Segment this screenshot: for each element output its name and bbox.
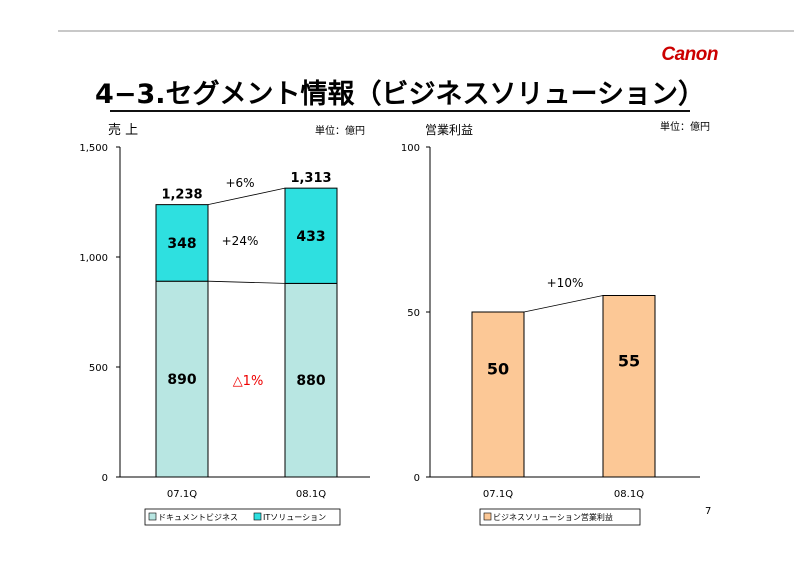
profit-chart-title: 営業利益	[425, 123, 473, 137]
sales-bar-value-label: 348	[167, 236, 196, 252]
profit-connector	[523, 295, 604, 313]
sales-y-tick-label: 500	[89, 363, 108, 374]
slide-title: 4−3.セグメント情報（ビジネスソリューション）	[95, 79, 705, 110]
sales-bar-document-08.1Q	[284, 282, 338, 478]
profit-x-tick-label: 07.1Q	[483, 489, 513, 500]
sales-bar-it-08.1Q	[284, 187, 338, 284]
sales-x-tick-label: 08.1Q	[296, 489, 326, 500]
sales-bar-it-07.1Q	[155, 204, 209, 282]
profit-bar-value-label: 50	[487, 360, 509, 379]
profit-change: +10%	[547, 276, 584, 290]
sales-total-connector	[207, 187, 286, 206]
sales-y-tick-label: 0	[102, 473, 108, 484]
profit-unit-label: 単位：億円	[660, 120, 710, 133]
profit-labels: 50 07.1Q 55 08.1Q	[483, 351, 644, 500]
canon-logo: Canon	[661, 44, 718, 65]
sales-bars	[155, 187, 338, 478]
profit-y-tick-label: 100	[401, 143, 420, 154]
page-number: 7	[705, 506, 712, 517]
profit-y-tick-label: 50	[407, 308, 420, 319]
sales-chart: 売 上 単位：億円 0 500 1,000 1,500 890 348 1,238 07.1…	[79, 122, 370, 526]
sales-y-tick-label: 1,000	[79, 253, 108, 264]
legend-swatch-business	[483, 512, 492, 521]
legend-label-business: ビジネスソリューション営業利益	[493, 512, 613, 522]
sales-x-tick-label: 07.1Q	[167, 489, 197, 500]
sales-split-connector	[207, 280, 286, 284]
sales-total-change: +6%	[225, 176, 254, 190]
legend-swatch-it	[253, 512, 262, 521]
sales-unit-label: 単位：億円	[315, 124, 365, 137]
sales-bar-document-07.1Q	[155, 280, 209, 478]
profit-y-tick-label: 0	[414, 473, 420, 484]
profit-bar-07.1Q	[471, 311, 525, 478]
legend-swatch-document	[148, 512, 157, 521]
sales-total-label: 1,313	[290, 171, 331, 186]
profit-bar-value-label: 55	[618, 351, 640, 370]
sales-it-change: +24%	[222, 234, 259, 248]
profit-bar-08.1Q	[602, 295, 656, 478]
profit-chart: 営業利益 単位：億円 0 50 100 50 07.1Q 55 08.1Q +10% ビジ…	[401, 120, 710, 526]
profit-x-tick-label: 08.1Q	[614, 489, 644, 500]
profit-legend-box	[479, 508, 641, 526]
legend-label-it: ITソリューション	[263, 513, 326, 522]
title-underline	[110, 110, 690, 112]
sales-labels: 890 348 1,238 07.1Q 880 433 1,313 08.1Q	[161, 171, 331, 500]
profit-bars	[471, 295, 656, 478]
sales-bar-value-label: 890	[167, 372, 196, 388]
sales-chart-title: 売 上	[108, 122, 138, 138]
sales-total-label: 1,238	[161, 188, 202, 203]
sales-y-ticks: 0 500 1,000 1,500	[79, 143, 120, 484]
top-rule	[58, 30, 794, 32]
legend-label-document: ドキュメントビジネス	[158, 513, 238, 522]
sales-bar-value-label: 433	[296, 229, 325, 245]
sales-document-change: △1%	[233, 374, 264, 389]
sales-bar-value-label: 880	[296, 373, 325, 389]
sales-legend-box	[144, 508, 341, 526]
profit-y-ticks: 0 50 100	[401, 143, 430, 484]
sales-y-tick-label: 1,500	[79, 143, 108, 154]
